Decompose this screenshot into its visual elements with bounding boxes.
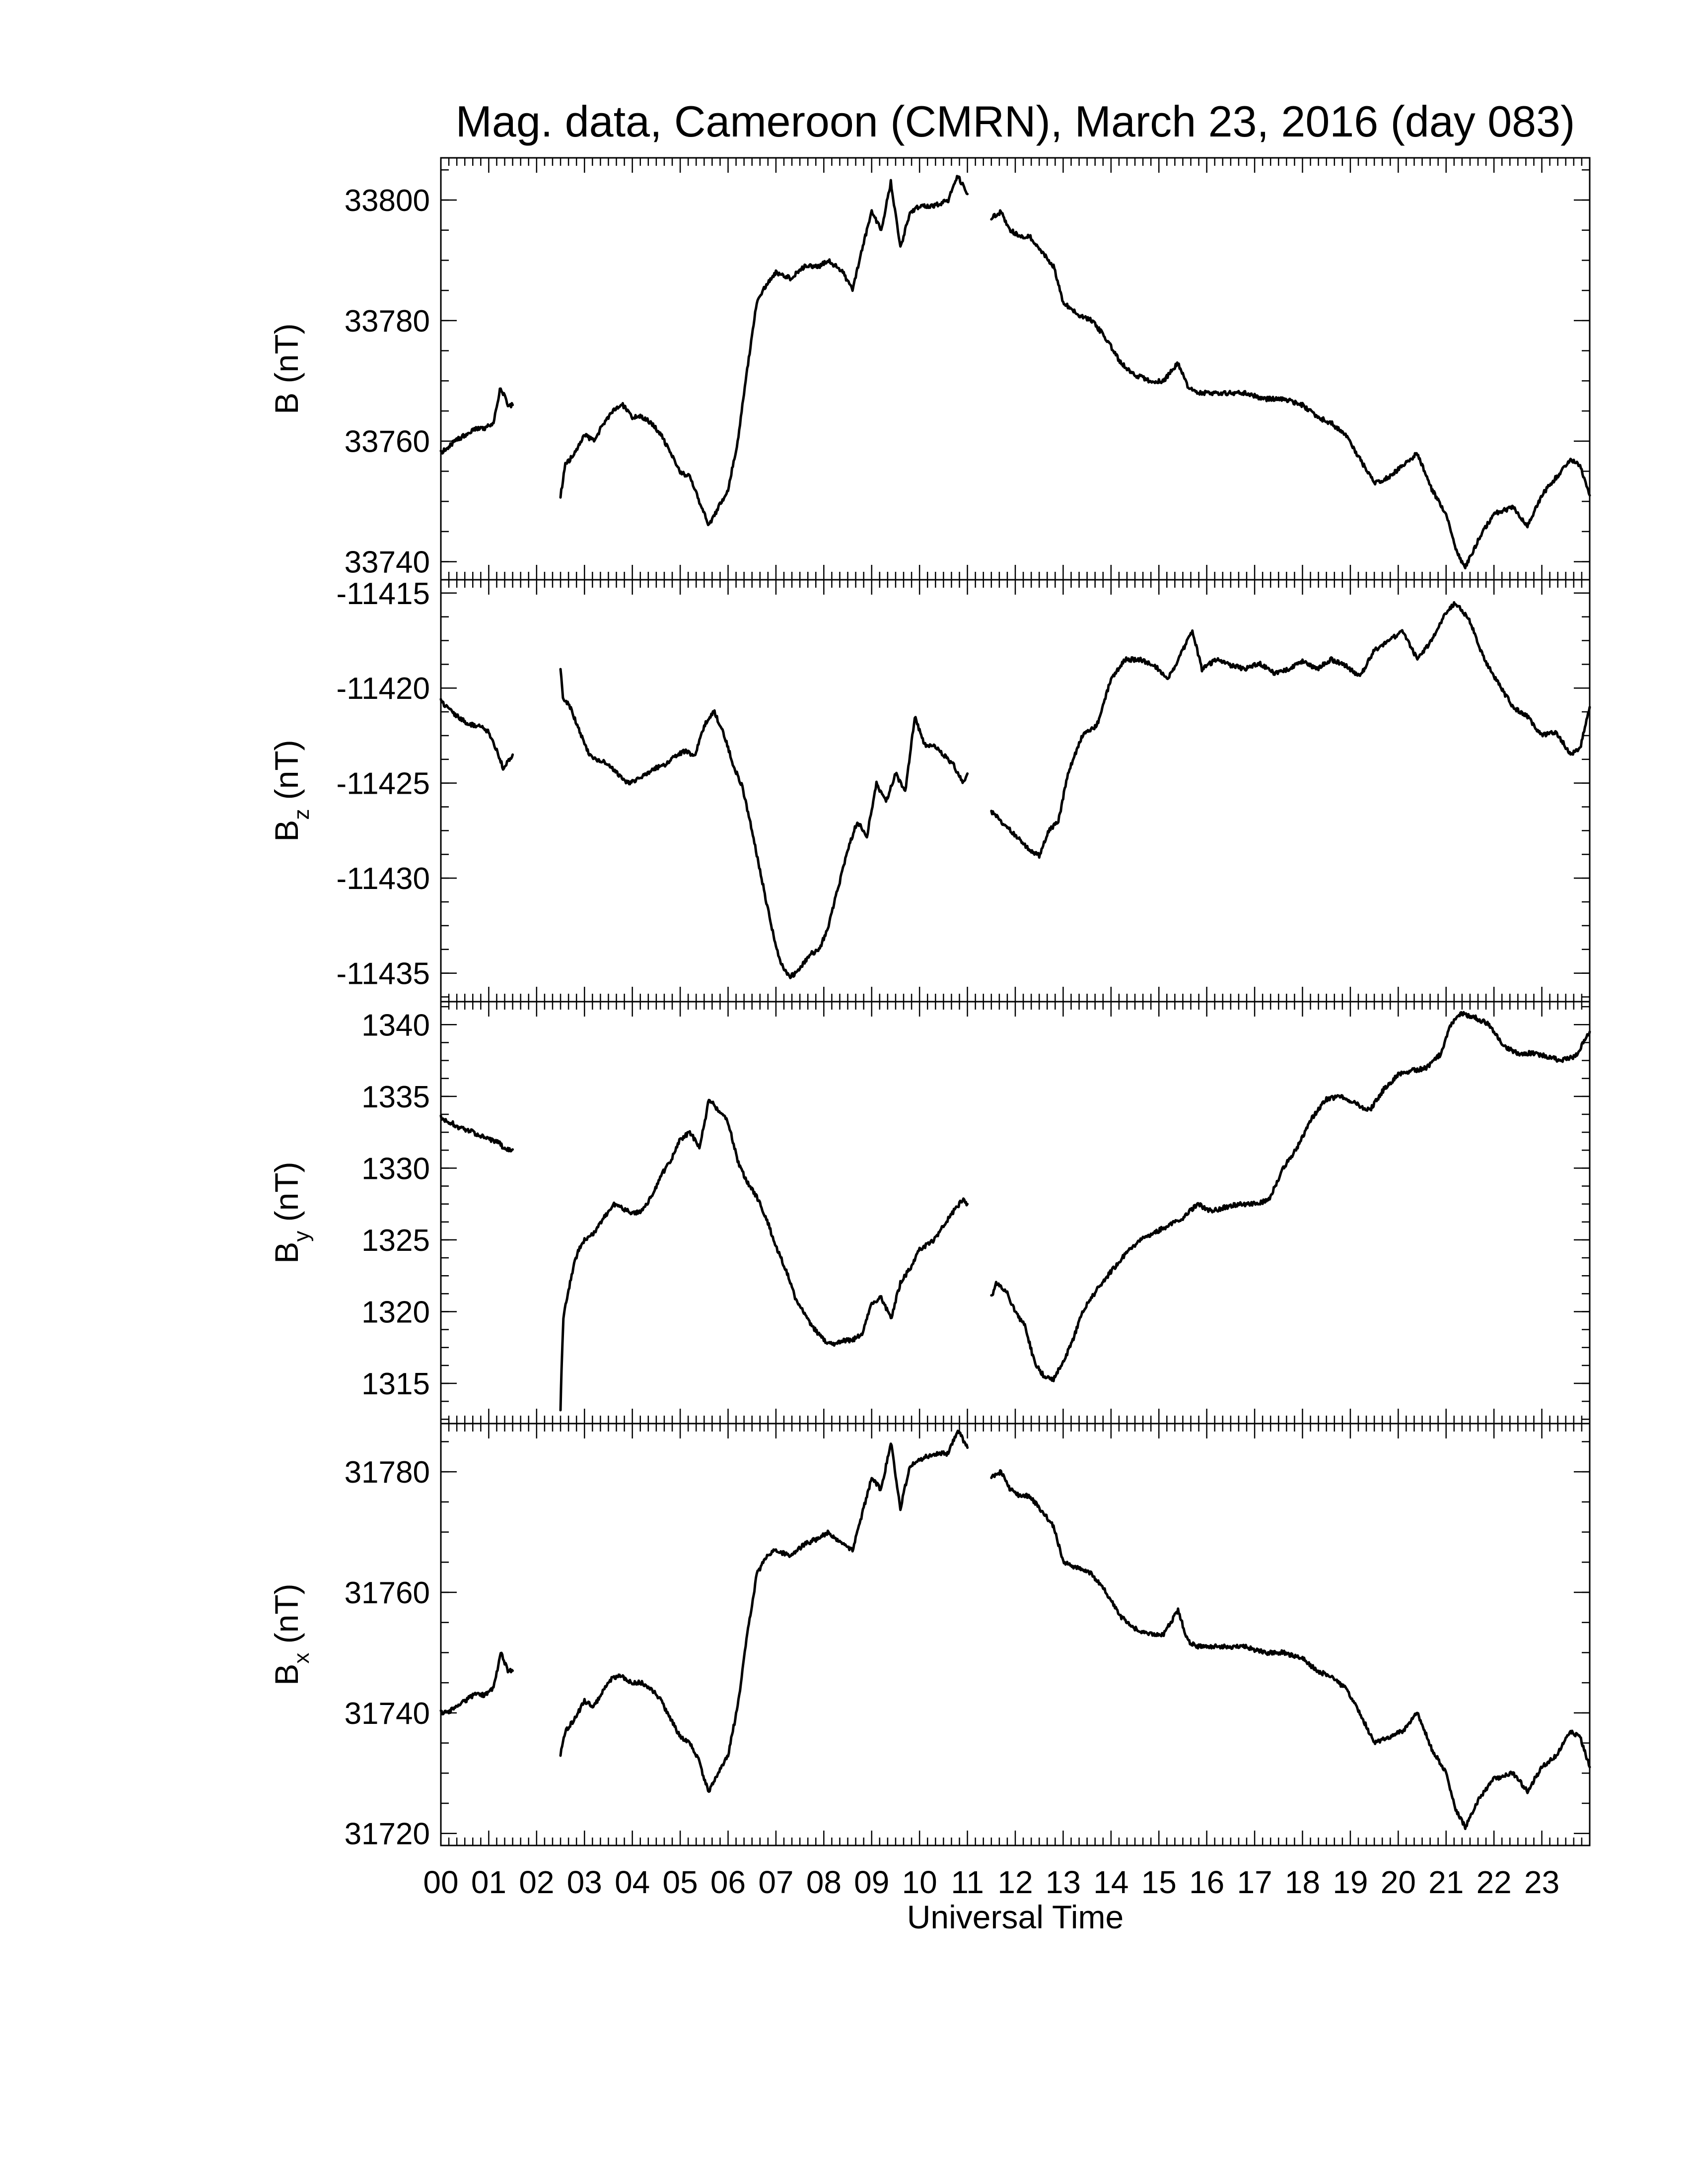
- y-axis-label-symbol: B: [268, 820, 305, 842]
- x-tick-label: 08: [806, 1864, 842, 1900]
- y-axis-label-symbol: B: [268, 393, 305, 414]
- y-tick-label: 1335: [361, 1080, 430, 1114]
- y-tick-label: 1330: [361, 1152, 430, 1186]
- x-tick-label: 02: [519, 1864, 554, 1900]
- y-tick-label: 1320: [361, 1295, 430, 1329]
- x-tick-label: 07: [758, 1864, 793, 1900]
- series-Bz-segment-1: [439, 698, 514, 771]
- panel-Bz: -11435 -11430 -11425 -11420 -11415 Bz (nT): [268, 577, 1591, 1003]
- x-tick-label: 23: [1524, 1864, 1559, 1900]
- series-B-segment-2: [559, 175, 969, 527]
- series-By-segment-3: [990, 1011, 1591, 1382]
- x-tick-label: 15: [1141, 1864, 1177, 1900]
- series-B-segment-1: [439, 387, 514, 455]
- y-axis-label-symbol: B: [268, 1242, 305, 1264]
- y-tick-label: 33780: [345, 304, 430, 339]
- y-axis-label-Bz: Bz (nT): [268, 740, 314, 841]
- x-tick-label: 17: [1237, 1864, 1272, 1900]
- x-tick-label: 16: [1189, 1864, 1224, 1900]
- chart-title: Mag. data, Cameroon (CMRN), March 23, 20…: [456, 97, 1575, 146]
- y-tick-label: -11430: [337, 862, 430, 896]
- y-axis-label-subscript: x: [289, 1653, 314, 1664]
- y-tick-label: -11425: [337, 767, 430, 801]
- series-Bx-segment-1: [439, 1651, 514, 1715]
- y-tick-label: 33800: [345, 184, 430, 218]
- x-tick-label: 05: [662, 1864, 698, 1900]
- x-tick-label: 22: [1477, 1864, 1512, 1900]
- y-axis-label-unit: (nT): [268, 1583, 305, 1652]
- y-tick-label: 1315: [361, 1367, 430, 1401]
- panel-B: 33740 33760 33780 33800 B (nT): [268, 157, 1591, 581]
- series-Bx-segment-3: [990, 1469, 1591, 1830]
- x-tick-label: 13: [1046, 1864, 1081, 1900]
- y-axis-label-symbol: B: [268, 1664, 305, 1686]
- y-tick-label: 1325: [361, 1224, 430, 1258]
- x-tick-label: 06: [710, 1864, 746, 1900]
- series-Bz-segment-2: [559, 668, 969, 979]
- x-tick-label: 12: [997, 1864, 1033, 1900]
- x-tick-label: 20: [1381, 1864, 1416, 1900]
- x-tick-label: 14: [1093, 1864, 1128, 1900]
- y-tick-label: 33760: [345, 425, 430, 459]
- x-tick-label: 18: [1285, 1864, 1320, 1900]
- series-By-segment-2: [559, 1098, 969, 1412]
- y-tick-label: 31720: [345, 1817, 430, 1851]
- x-tick-label: 03: [567, 1864, 602, 1900]
- x-tick-label: 04: [615, 1864, 650, 1900]
- y-tick-label: -11420: [337, 672, 430, 706]
- series-Bz-segment-3: [990, 601, 1591, 859]
- y-tick-label: -11435: [337, 957, 430, 991]
- y-tick-label: 1340: [361, 1008, 430, 1042]
- y-axis-label-unit: (nT): [268, 323, 305, 392]
- y-tick-label: -11415: [337, 577, 430, 611]
- y-axis-label-By: By (nT): [268, 1161, 314, 1263]
- y-axis-label-Bx: Bx (nT): [268, 1583, 314, 1685]
- y-axis-label-subscript: y: [289, 1231, 314, 1242]
- y-tick-label: 31740: [345, 1697, 430, 1731]
- series-By-segment-1: [439, 1114, 514, 1153]
- x-tick-label: 10: [902, 1864, 937, 1900]
- y-axis-label-B: B (nT): [268, 323, 305, 414]
- series-Bx-segment-2: [559, 1430, 969, 1793]
- x-tick-label: 01: [471, 1864, 506, 1900]
- panel-By: 1315 1320 1325 1330 1335 1340 By (nT): [268, 1001, 1591, 1425]
- y-axis-label-subscript: z: [289, 809, 314, 820]
- y-axis-label-unit: (nT): [268, 740, 305, 809]
- y-axis-label-unit: (nT): [268, 1161, 305, 1230]
- x-tick-label: 00: [423, 1864, 458, 1900]
- x-tick-label: 09: [854, 1864, 889, 1900]
- x-tick-label: 11: [951, 1864, 984, 1900]
- panel-Bx: 31720 31740 31760 31780 Bx (nT): [268, 1423, 1591, 1851]
- x-axis-label: Universal Time: [907, 1899, 1124, 1935]
- x-tick-label: 21: [1428, 1864, 1464, 1900]
- y-tick-label: 31760: [345, 1576, 430, 1610]
- y-tick-label: 31780: [345, 1455, 430, 1490]
- series-B-segment-3: [990, 209, 1591, 570]
- x-tick-label: 19: [1333, 1864, 1368, 1900]
- y-tick-label: 33740: [345, 546, 430, 580]
